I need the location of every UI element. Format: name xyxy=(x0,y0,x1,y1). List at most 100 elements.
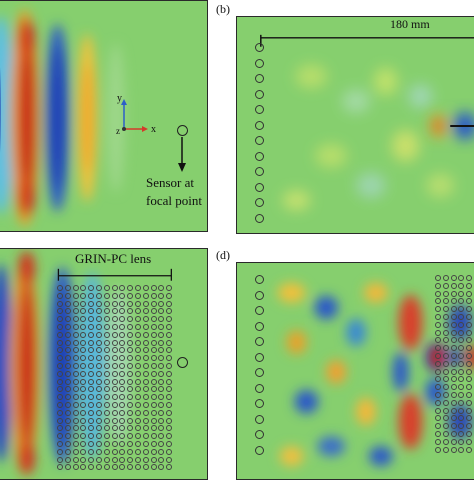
lens-cell xyxy=(88,394,95,401)
lens-cell xyxy=(450,446,457,453)
lens-cell xyxy=(127,331,134,338)
lens-cell xyxy=(458,431,465,437)
lens-cell xyxy=(80,394,87,401)
source-element xyxy=(255,383,264,393)
lens-cell xyxy=(466,399,473,406)
lens-cell xyxy=(466,438,473,445)
lens-cell xyxy=(458,438,465,445)
source-array-b xyxy=(255,43,267,223)
lens-cell xyxy=(80,331,87,338)
lens-cell xyxy=(142,417,149,424)
lens-cell xyxy=(135,324,141,330)
lens-cell xyxy=(111,394,118,401)
lens-cell xyxy=(142,308,149,315)
lens-cell xyxy=(111,355,118,362)
source-element xyxy=(255,368,264,377)
lens-cell xyxy=(80,300,87,307)
lens-cell xyxy=(435,446,441,453)
lens-cell xyxy=(442,423,449,430)
lens-cell xyxy=(103,402,110,408)
lens-cell xyxy=(166,386,173,393)
lens-cell xyxy=(57,308,63,315)
lens-cell xyxy=(64,394,71,401)
lens-cell xyxy=(88,331,95,338)
lens-cell xyxy=(96,292,102,299)
lens-cell xyxy=(96,425,102,432)
lens-cell xyxy=(64,300,71,307)
lens-cell xyxy=(458,345,465,352)
lens-cell xyxy=(142,456,149,463)
sensor-label-line1: Sensor at xyxy=(146,175,195,190)
lens-cell xyxy=(166,378,173,385)
lens-cell xyxy=(80,386,87,393)
lens-cell xyxy=(158,464,165,471)
lens-cell xyxy=(88,378,95,385)
lens-cell xyxy=(150,370,157,377)
lens-cell xyxy=(72,331,79,338)
lens-cell xyxy=(135,441,141,447)
lens-cell xyxy=(88,386,95,393)
lens-cell xyxy=(64,355,71,362)
lens-cell xyxy=(450,415,457,422)
sensor-marker xyxy=(177,125,188,136)
sensor-marker-c xyxy=(177,357,188,368)
lens-cell xyxy=(142,402,149,408)
lens-cell xyxy=(150,464,157,471)
lens-cell xyxy=(166,464,173,471)
lens-cell xyxy=(111,339,118,346)
lens-cell xyxy=(103,456,110,463)
lens-cell xyxy=(64,363,71,369)
lens-cell xyxy=(150,285,157,291)
lens-cell xyxy=(166,448,173,455)
lens-cell xyxy=(458,306,465,313)
lens-cell xyxy=(166,316,173,323)
lens-cell xyxy=(127,316,134,323)
lens-cell xyxy=(88,409,95,416)
lens-cell xyxy=(80,378,87,385)
lens-cell xyxy=(466,314,473,320)
lens-cell xyxy=(442,314,449,320)
lens-cell xyxy=(80,425,87,432)
lens-cell xyxy=(158,292,165,299)
lens-cell xyxy=(466,337,473,344)
lens-cell xyxy=(119,425,126,432)
panel-d xyxy=(236,262,474,480)
lens-cell xyxy=(103,316,110,323)
source-element xyxy=(255,430,264,439)
lens-cell xyxy=(135,417,141,424)
lens-cell xyxy=(64,285,71,291)
lens-cell xyxy=(96,394,102,401)
lens-cell xyxy=(103,308,110,315)
lens-cell xyxy=(103,331,110,338)
axis-x-label: x xyxy=(151,124,156,135)
lens-cell xyxy=(158,386,165,393)
lens-cell xyxy=(158,300,165,307)
lens-cell xyxy=(442,321,449,328)
lens-cell xyxy=(111,324,118,330)
lens-cell xyxy=(450,438,457,445)
lens-cell xyxy=(88,316,95,323)
lens-cell xyxy=(127,402,134,408)
lens-cell xyxy=(96,448,102,455)
lens-cell xyxy=(119,316,126,323)
lens-cell xyxy=(142,316,149,323)
lens-cell xyxy=(80,448,87,455)
lens-cell xyxy=(442,446,449,453)
lens-cell xyxy=(88,456,95,463)
lens-cell xyxy=(57,464,63,471)
lens-cell xyxy=(119,363,126,369)
lens-cell xyxy=(135,300,141,307)
lens-cell xyxy=(119,386,126,393)
source-element xyxy=(255,337,264,346)
lens-cell xyxy=(158,363,165,369)
lens-cell xyxy=(442,384,449,391)
lens-cell xyxy=(72,425,79,432)
lens-cell xyxy=(103,370,110,377)
lens-cell xyxy=(111,409,118,416)
lens-cell xyxy=(458,321,465,328)
lens-cell xyxy=(96,331,102,338)
lens-cell xyxy=(127,425,134,432)
lens-cell xyxy=(72,448,79,455)
lens-cell xyxy=(135,285,141,291)
lens-cell xyxy=(450,392,457,398)
